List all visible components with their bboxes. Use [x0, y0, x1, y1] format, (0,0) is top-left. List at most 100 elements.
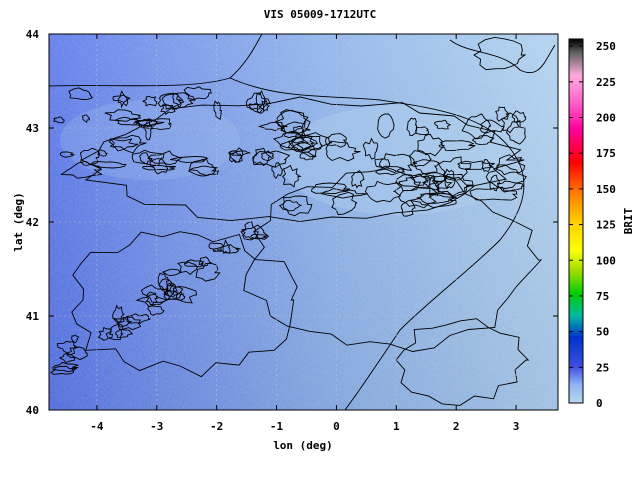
contour-line: [395, 318, 530, 406]
contour-line: [255, 90, 266, 114]
contour-line: [479, 119, 505, 134]
contour-line: [278, 199, 303, 212]
colorbar-tick-label: 0: [596, 397, 603, 410]
contour-line: [167, 285, 198, 304]
colorbar-tick-label: 100: [596, 254, 616, 267]
coastline: [449, 39, 556, 73]
contour-line: [240, 221, 259, 240]
colorbar-tick-label: 50: [596, 326, 609, 339]
contour-line: [65, 346, 88, 361]
coastline: [229, 77, 525, 410]
contour-line: [506, 120, 526, 145]
contour-line: [56, 340, 79, 356]
contour-line: [400, 199, 416, 217]
contour-line: [331, 191, 358, 216]
contour-line: [481, 159, 492, 173]
contour-line: [299, 151, 317, 161]
y-tick-label: 41: [26, 310, 40, 323]
contour-line: [364, 180, 402, 203]
contour-line: [115, 328, 134, 338]
contour-line: [252, 150, 291, 168]
contour-line: [288, 132, 333, 153]
contour-line: [398, 175, 443, 188]
colorbar-tick-label: 225: [596, 76, 616, 89]
contour-line: [160, 103, 176, 116]
contour-line: [471, 135, 495, 145]
y-axis-title: lat (deg): [12, 192, 25, 252]
contour-line: [374, 153, 418, 174]
contour-line: [436, 173, 474, 197]
contour-line: [139, 152, 153, 166]
contour-line: [134, 118, 165, 126]
contour-line: [261, 150, 274, 162]
contour-line: [434, 175, 474, 197]
x-tick-label: 2: [453, 420, 460, 433]
contour-line: [68, 87, 94, 100]
contour-line: [147, 305, 165, 316]
contour-line: [495, 106, 510, 122]
y-tick-label: 42: [26, 216, 39, 229]
contour-line: [274, 109, 309, 134]
contour-line: [71, 231, 298, 378]
contour-line: [109, 134, 147, 154]
contour-line: [59, 151, 76, 158]
contour-line: [282, 164, 302, 188]
contour-line: [169, 155, 209, 163]
contour-line: [252, 147, 273, 167]
y-tick-label: 40: [26, 404, 39, 417]
colorbar-title: BRIT: [622, 207, 635, 234]
contour-line: [417, 133, 445, 157]
contour-line: [325, 140, 361, 162]
contour-line: [311, 182, 351, 194]
contour-line: [500, 112, 520, 134]
contour-line: [406, 117, 418, 137]
contour-line: [161, 268, 182, 277]
contour-line: [183, 259, 205, 268]
contour-line: [195, 262, 221, 282]
colorbar-tick-label: 175: [596, 147, 616, 160]
contour-line: [276, 109, 311, 134]
x-tick-label: -3: [150, 420, 163, 433]
contour-line: [473, 36, 527, 71]
x-tick-label: -4: [90, 420, 104, 433]
contour-line: [438, 156, 472, 181]
x-tick-label: 1: [393, 420, 400, 433]
contour-line: [52, 116, 65, 124]
contour-line: [414, 126, 430, 136]
contour-line: [141, 95, 158, 107]
contour-line: [157, 92, 182, 108]
contour-line: [117, 90, 129, 109]
chart-title: VIS 05009-1712UTC: [263, 8, 377, 21]
contour-line: [208, 242, 224, 253]
contour-line: [511, 109, 527, 123]
contour-line: [398, 187, 438, 209]
contour-line: [58, 353, 77, 363]
contour-line: [496, 154, 526, 176]
colorbar-tick-label: 150: [596, 183, 616, 196]
contour-line: [135, 293, 168, 308]
contour-line: [183, 86, 212, 100]
contour-line: [438, 140, 476, 152]
contour-line: [243, 168, 543, 352]
colorbar: [568, 38, 584, 404]
coastline: [49, 34, 263, 87]
contour-line: [105, 323, 124, 341]
contour-line: [175, 292, 186, 301]
contour-line: [378, 158, 391, 169]
contour-line: [362, 137, 379, 160]
contour-line: [90, 161, 127, 169]
contour-line: [212, 244, 241, 254]
colorbar-tick-label: 25: [596, 361, 609, 374]
contour-line: [141, 165, 176, 171]
contour-line: [144, 118, 153, 141]
contour-line: [116, 316, 142, 331]
contour-line: [291, 134, 315, 152]
contour-line: [198, 256, 212, 267]
contour-line: [485, 164, 527, 189]
contour-line: [250, 233, 268, 240]
contour-line: [126, 313, 151, 324]
contour-line: [112, 94, 131, 103]
contour-line: [172, 92, 196, 109]
contour-line: [97, 326, 114, 341]
